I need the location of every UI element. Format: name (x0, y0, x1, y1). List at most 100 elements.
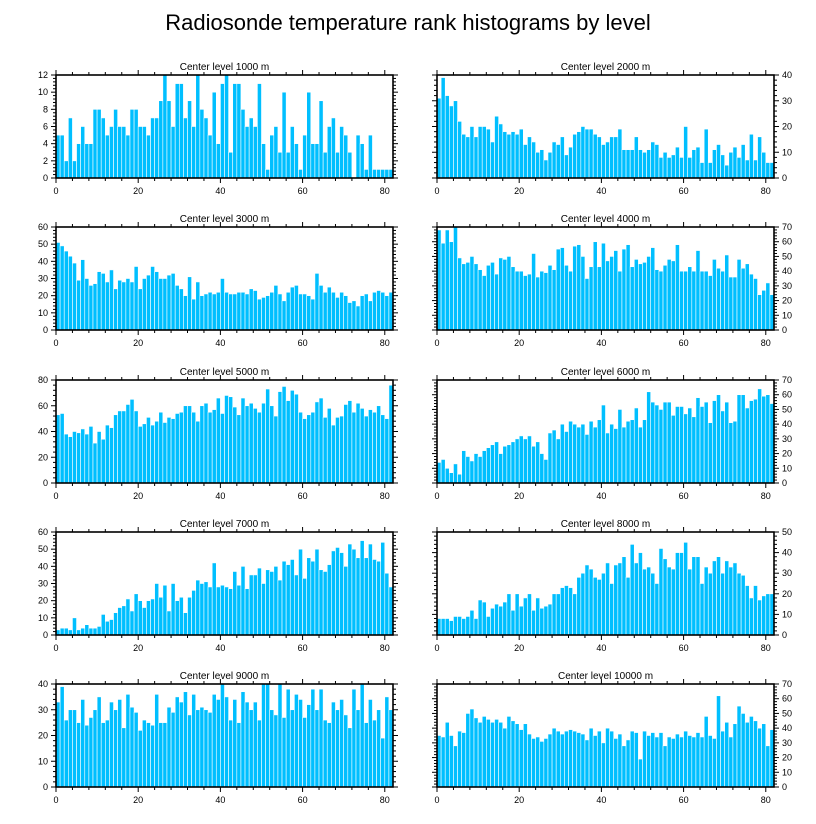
x-tick-label: 40 (596, 338, 606, 348)
histogram-bar (650, 732, 656, 788)
histogram-bar (716, 144, 721, 179)
histogram-bar (724, 721, 730, 788)
histogram-bar (514, 593, 520, 636)
histogram-bar (633, 562, 639, 636)
histogram-bar (359, 295, 365, 331)
histogram-bar (453, 616, 458, 636)
histogram-bar (765, 162, 771, 179)
histogram-bar (146, 722, 151, 788)
histogram-bar (633, 407, 639, 484)
histogram-bar (215, 291, 221, 331)
x-tick-label: 40 (215, 338, 225, 348)
histogram-bar (109, 619, 114, 636)
x-tick-label: 80 (761, 643, 771, 653)
histogram-bar (642, 151, 647, 179)
histogram-bar (465, 713, 471, 788)
histogram-bar (469, 126, 475, 179)
histogram-bar (514, 723, 520, 788)
histogram-bar (559, 423, 565, 484)
histogram-bar (318, 569, 324, 636)
histogram-bar (318, 397, 324, 484)
histogram-bar (753, 720, 758, 788)
histogram-bar (691, 556, 697, 636)
histogram-bar (666, 736, 672, 788)
histogram-bar (72, 617, 77, 636)
histogram-bar (457, 121, 462, 179)
y-tick-label: 40 (38, 256, 48, 266)
histogram-bar (510, 609, 516, 636)
histogram-bar (584, 564, 590, 636)
histogram-bar (199, 405, 205, 484)
x-tick-label: 60 (679, 491, 689, 501)
histogram-panel: Center level 2000 m 0 20 40 60 80 0 10 20 30 40 (432, 62, 792, 196)
histogram-bar (137, 426, 143, 484)
histogram-bar (588, 128, 594, 179)
histogram-bar (506, 444, 512, 484)
histogram-bar (613, 428, 619, 484)
histogram-bar (744, 721, 750, 788)
histogram-bar (187, 405, 192, 484)
histogram-bar (96, 431, 102, 484)
histogram-bar (355, 134, 361, 179)
histogram-bar (215, 397, 221, 484)
histogram-bar (199, 583, 205, 636)
histogram-bar (724, 401, 730, 484)
histogram-bar (240, 566, 246, 636)
histogram-bar (728, 151, 734, 179)
histogram-bar (675, 733, 680, 788)
histogram-bar (547, 432, 553, 484)
histogram-bar (261, 683, 266, 788)
histogram-bar (187, 714, 192, 788)
histogram-bar (449, 472, 454, 484)
histogram-bar (257, 83, 262, 179)
histogram-bar (716, 267, 721, 331)
histogram-bar (162, 278, 168, 331)
histogram-bar (543, 159, 549, 179)
histogram-bar (273, 126, 279, 179)
histogram-bar (687, 735, 693, 788)
histogram-bar (273, 566, 279, 636)
histogram-bar (133, 410, 139, 484)
histogram-bar (211, 693, 217, 788)
plot-frame (436, 683, 775, 788)
x-tick-label: 60 (679, 186, 689, 196)
histogram-bar (174, 83, 180, 179)
histogram-bar (609, 136, 615, 179)
histogram-bar (629, 730, 635, 788)
histogram-bar (302, 293, 307, 331)
histogram-bar (265, 295, 271, 331)
histogram-bar (687, 266, 693, 331)
x-tick-label: 0 (53, 643, 58, 653)
histogram-bar (306, 91, 312, 179)
histogram-bar (129, 706, 135, 788)
histogram-bar (580, 256, 586, 331)
histogram-bar (261, 583, 266, 636)
histogram-bar (490, 444, 495, 484)
plot-frame (436, 379, 775, 484)
histogram-bar (576, 244, 582, 331)
histogram-bar (629, 544, 635, 636)
panels: Center level 1000 m0 20 40 60 80024681012Cen… (38, 62, 792, 805)
histogram-bar (449, 620, 454, 636)
histogram-bar (191, 126, 197, 179)
histogram-bar (473, 453, 479, 484)
histogram-bar (531, 609, 536, 636)
histogram-bar (699, 162, 705, 179)
histogram-bar (117, 699, 123, 788)
histogram-bar (269, 571, 275, 636)
histogram-bar (539, 453, 545, 484)
histogram-bar (728, 566, 734, 636)
y-tick-label: 20 (782, 296, 792, 306)
histogram-bar (654, 583, 660, 636)
y-tick-label: 30 (782, 96, 792, 106)
histogram-bar (703, 401, 709, 484)
histogram-bar (461, 133, 467, 179)
histogram-bar (294, 143, 299, 179)
histogram-bar (252, 290, 258, 331)
histogram-bar (625, 577, 631, 636)
histogram-bar (142, 423, 147, 484)
histogram-bar (166, 100, 172, 179)
y-tick-label: 20 (782, 122, 792, 132)
histogram-bar (335, 297, 340, 331)
y-tick-label: 30 (38, 274, 48, 284)
